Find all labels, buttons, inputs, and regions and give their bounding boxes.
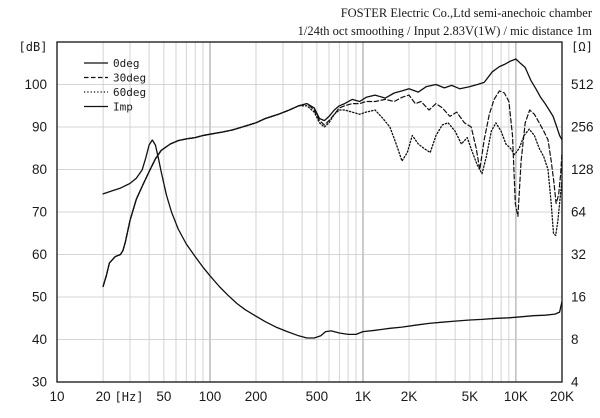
y2-tick-label: 64 xyxy=(571,205,587,220)
legend-label: 30deg xyxy=(113,71,146,84)
y-axis-right-ticks: 4 8 16 32 64 128 256 512 xyxy=(571,77,594,390)
x-axis-ticks: 10 20 50 100 200 500 1K 2K 5K 10K 20K xyxy=(49,389,574,404)
plot-frame xyxy=(56,41,563,383)
y-tick-label: 80 xyxy=(32,162,47,177)
y2-tick-label: 8 xyxy=(571,332,579,347)
y-axis-left-label: [dB] xyxy=(19,40,48,54)
y-tick-label: 60 xyxy=(32,247,47,262)
legend-label: 0deg xyxy=(113,57,140,70)
series-line-0deg xyxy=(102,58,562,288)
legend-label: Imp xyxy=(113,100,133,113)
x-tick-label: 50 xyxy=(156,389,171,404)
y2-tick-label: 32 xyxy=(571,247,586,262)
series-lines xyxy=(102,58,562,339)
x-tick-label: 1K xyxy=(355,389,372,404)
x-tick-label: 5K xyxy=(462,389,479,404)
x-axis-label: [Hz] xyxy=(115,390,144,404)
y-tick-label: 40 xyxy=(32,332,47,347)
y-tick-label: 100 xyxy=(24,77,47,92)
x-tick-label: 20 xyxy=(96,389,111,404)
x-tick-label: 2K xyxy=(401,389,418,404)
y-tick-label: 70 xyxy=(32,205,47,220)
x-tick-label: 100 xyxy=(199,389,222,404)
y2-tick-label: 256 xyxy=(571,120,594,135)
x-tick-label: 10K xyxy=(504,389,528,404)
y-tick-label: 90 xyxy=(32,120,47,135)
series-line-60deg xyxy=(102,105,562,288)
chart-header-line-1: FOSTER Electric Co.,Ltd semi-anechoic ch… xyxy=(341,6,593,20)
y-tick-label: 50 xyxy=(32,290,47,305)
x-tick-label: 10 xyxy=(49,389,64,404)
series-line-30deg xyxy=(102,90,562,287)
gridlines xyxy=(57,42,562,382)
legend-label: 60deg xyxy=(113,86,146,99)
y-tick-label: 30 xyxy=(32,375,47,390)
y2-tick-label: 128 xyxy=(571,162,594,177)
x-tick-label: 20K xyxy=(550,389,574,404)
chart-header-line-2: 1/24th oct smoothing / Input 2.83V(1W) /… xyxy=(298,24,593,38)
y2-tick-label: 16 xyxy=(571,290,586,305)
y2-tick-label: 4 xyxy=(571,375,579,390)
y-axis-left-ticks: 30 40 50 60 70 80 90 100 xyxy=(24,77,47,390)
series-line-imp xyxy=(102,139,562,339)
x-tick-label: 500 xyxy=(306,389,329,404)
y-axis-right-label: [Ω] xyxy=(571,40,593,54)
x-tick-label: 200 xyxy=(245,389,268,404)
y2-tick-label: 512 xyxy=(571,77,594,92)
